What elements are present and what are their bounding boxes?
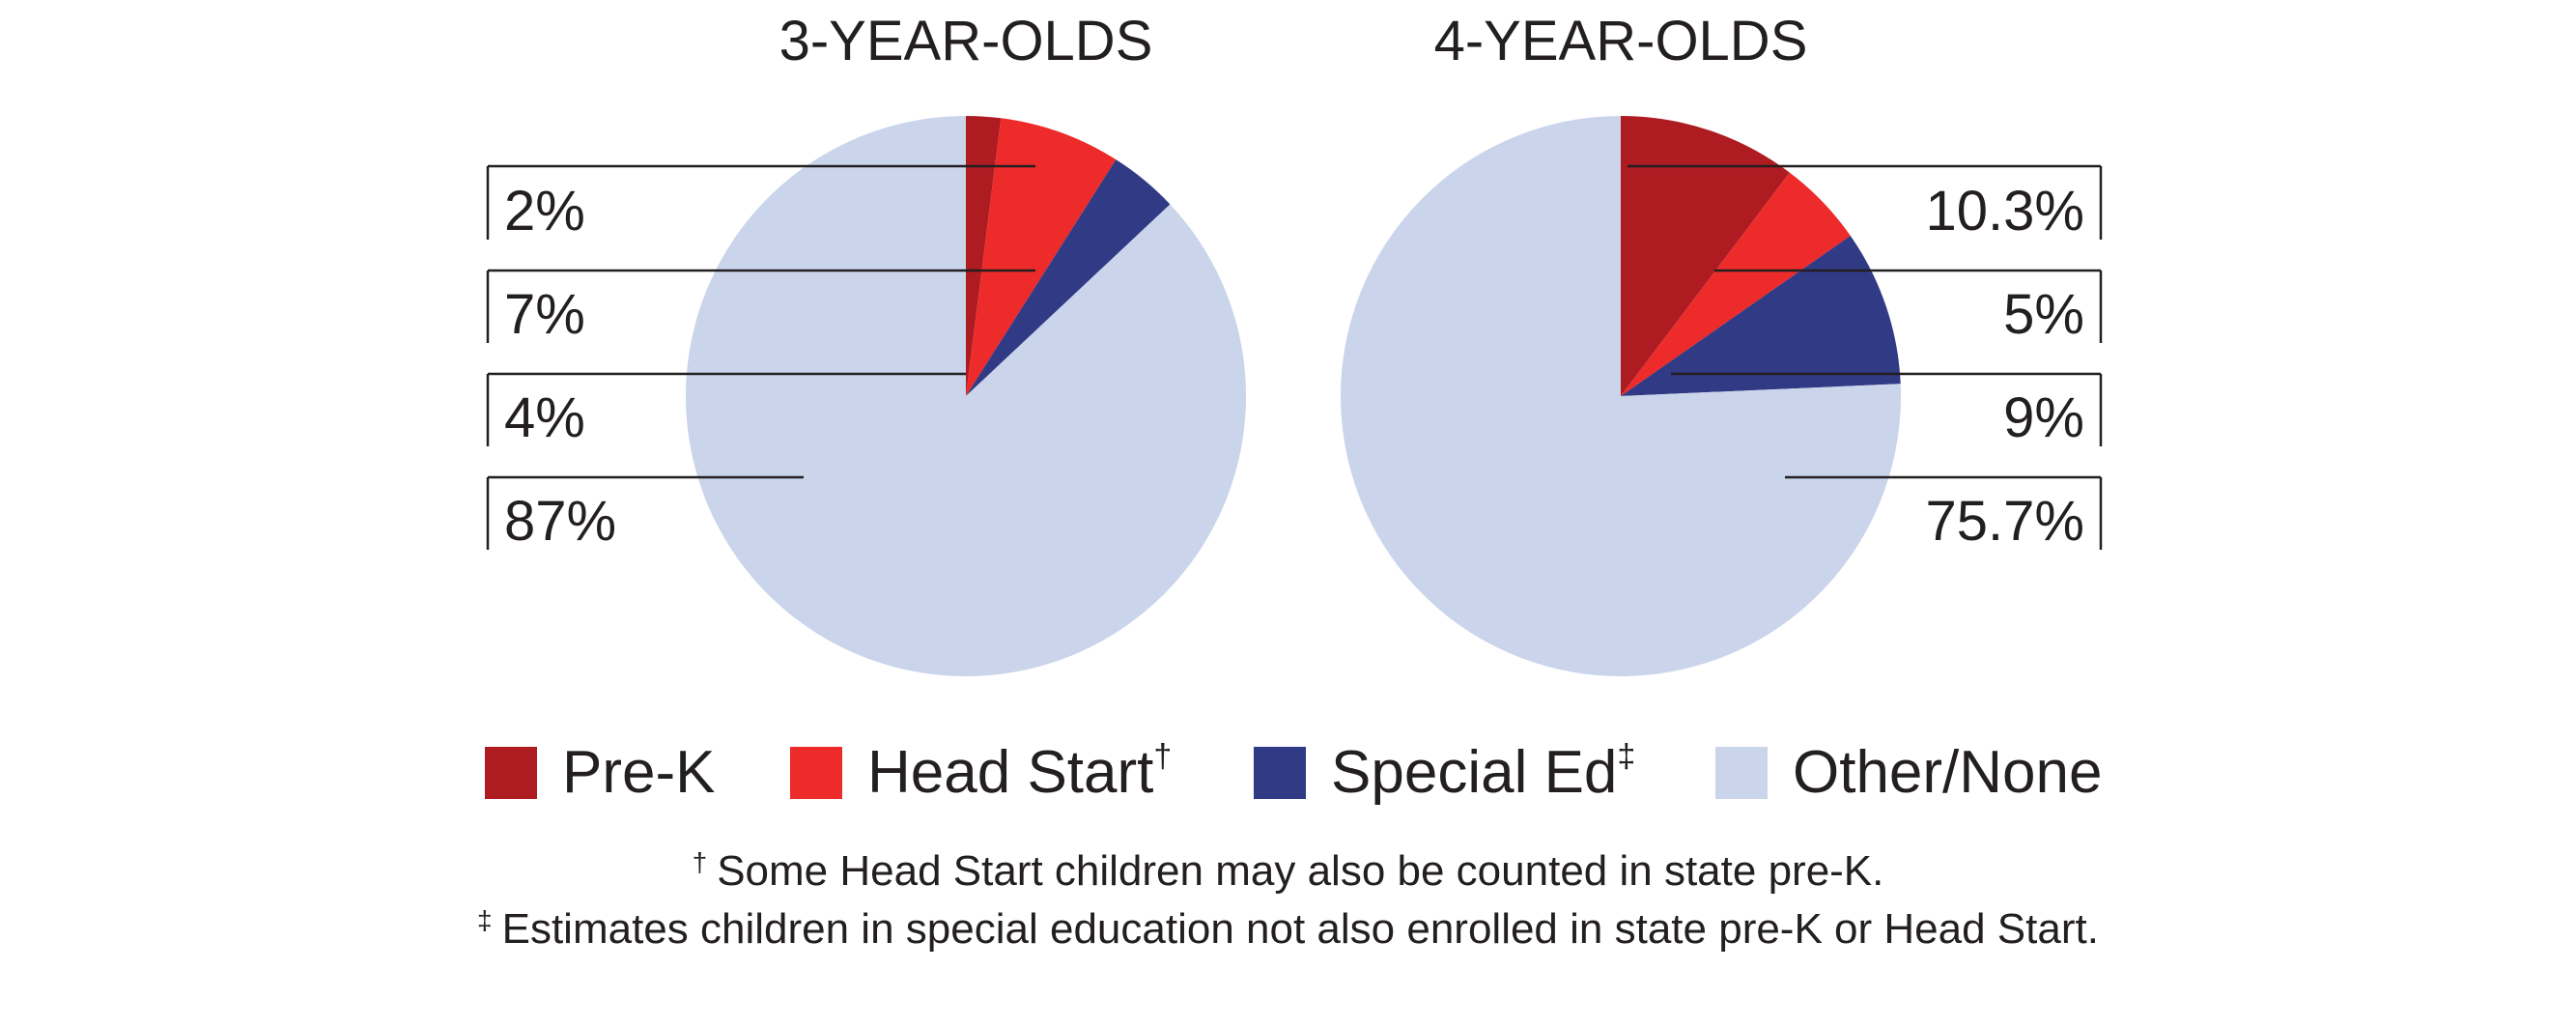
legend-swatch-head-start bbox=[790, 747, 842, 799]
pie-chart-3yo: 3-YEAR-OLDS 2% 7% 4% 87% bbox=[486, 10, 1247, 676]
leader-line-head-start-3yo bbox=[486, 269, 1035, 343]
chart-title-3yo: 3-YEAR-OLDS bbox=[779, 10, 1153, 72]
footnote-special-ed: ‡ Estimates children in special education… bbox=[477, 905, 2099, 953]
chart-title-4yo: 4-YEAR-OLDS bbox=[1434, 10, 1808, 72]
pie-slice-special-ed-4yo bbox=[1621, 235, 1901, 396]
leader-line-other-none-4yo bbox=[1785, 475, 2103, 550]
data-label-head-start-3yo: 7% bbox=[504, 283, 585, 346]
footnotes: † Some Head Start children may also be co… bbox=[0, 842, 2576, 958]
data-label-other-none-3yo: 87% bbox=[504, 490, 616, 553]
pie-slice-pre-k-3yo bbox=[966, 116, 1002, 396]
legend-label-other-none: Other/None bbox=[1793, 739, 2103, 806]
pie-slice-head-start-4yo bbox=[1621, 172, 1851, 396]
data-label-other-none-4yo: 75.7% bbox=[1926, 490, 2084, 553]
leader-line-special-ed-4yo bbox=[1671, 372, 2103, 446]
legend: Pre-K Head Start† Special Ed‡ Other/None bbox=[0, 734, 2576, 812]
legend-swatch-special-ed bbox=[1254, 747, 1306, 799]
legend-label-pre-k: Pre-K bbox=[562, 739, 716, 806]
footnote-head-start: † Some Head Start children may also be co… bbox=[692, 847, 1884, 895]
data-label-special-ed-4yo: 9% bbox=[2003, 386, 2084, 449]
data-label-pre-k-4yo: 10.3% bbox=[1926, 180, 2084, 242]
legend-item-pre-k: Pre-K bbox=[485, 734, 715, 812]
data-label-special-ed-3yo: 4% bbox=[504, 386, 585, 449]
pie-slice-special-ed-3yo bbox=[966, 159, 1171, 396]
legend-label-special-ed: Special Ed‡ bbox=[1331, 738, 1636, 806]
leader-line-head-start-4yo bbox=[1714, 269, 2103, 343]
data-label-head-start-4yo: 5% bbox=[2003, 283, 2084, 346]
data-label-pre-k-3yo: 2% bbox=[504, 180, 585, 242]
pie-slice-head-start-3yo bbox=[966, 118, 1117, 396]
pie-slice-pre-k-4yo bbox=[1621, 116, 1790, 396]
pie-slice-other-none-3yo bbox=[686, 116, 1247, 676]
pie-slice-other-none-4yo bbox=[1341, 116, 1902, 676]
leader-line-pre-k-3yo bbox=[486, 164, 1035, 240]
legend-label-head-start: Head Start† bbox=[867, 738, 1173, 806]
legend-swatch-other-none bbox=[1715, 747, 1768, 799]
legend-item-special-ed: Special Ed‡ bbox=[1254, 734, 1635, 812]
legend-item-other-none: Other/None bbox=[1715, 734, 2103, 812]
leader-line-pre-k-4yo bbox=[1628, 164, 2103, 240]
leader-line-special-ed-3yo bbox=[486, 372, 966, 446]
leader-line-other-none-3yo bbox=[486, 475, 804, 550]
legend-item-head-start: Head Start† bbox=[790, 734, 1172, 812]
legend-swatch-pre-k bbox=[485, 747, 537, 799]
pie-chart-4yo: 4-YEAR-OLDS 10.3% 5% 9% 75.7% bbox=[1341, 10, 2103, 676]
